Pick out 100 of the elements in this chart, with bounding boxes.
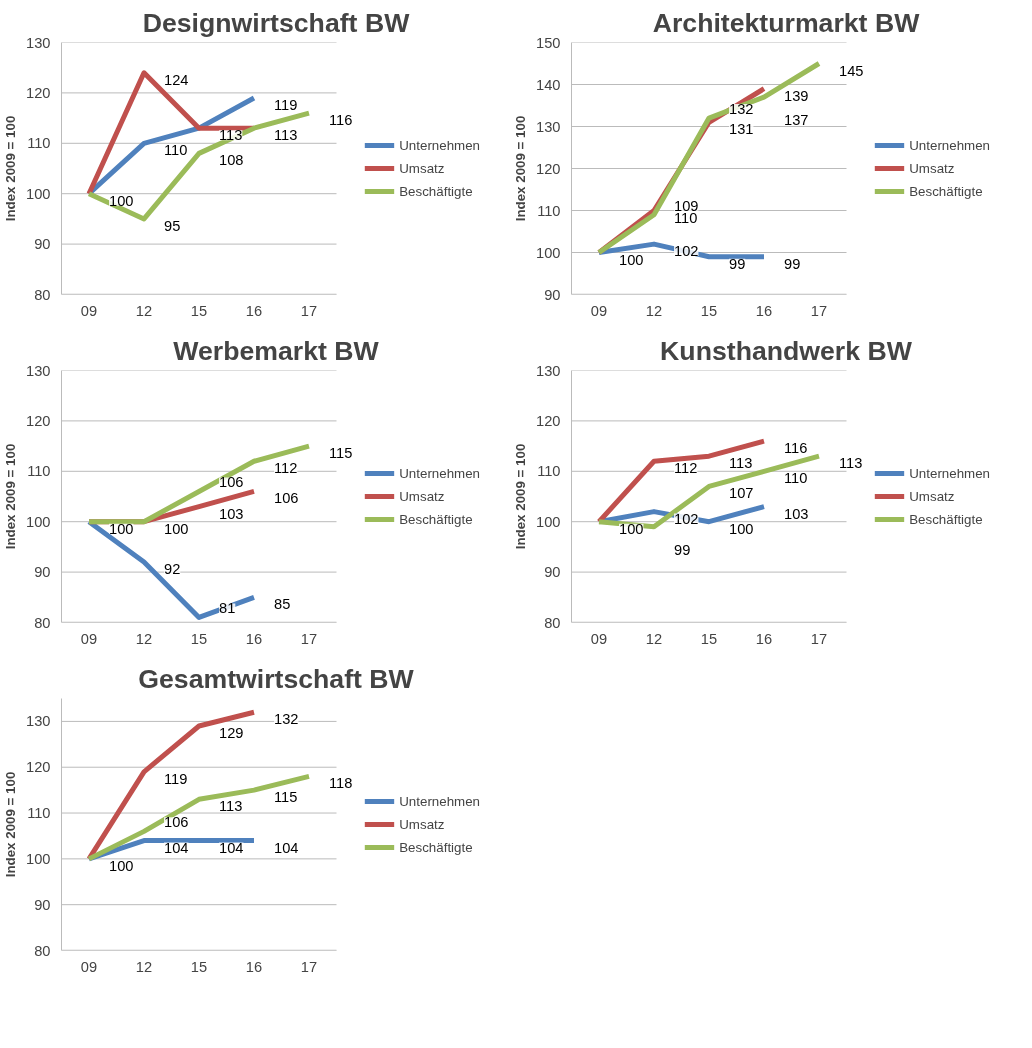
- chart-title: Architekturmarkt BW: [652, 7, 921, 38]
- data-label: 132: [274, 711, 299, 728]
- x-tick-label: 09: [80, 630, 98, 647]
- legend-label: Umsatz: [399, 160, 445, 176]
- data-label: 116: [329, 112, 353, 129]
- legend-label: Umsatz: [909, 488, 955, 504]
- data-label: 132: [729, 101, 754, 118]
- y-axis-title: Index 2009 = 100: [3, 115, 19, 222]
- data-label: 110: [784, 470, 808, 487]
- data-label: 137: [784, 112, 809, 129]
- legend-label: Unternehmen: [399, 465, 480, 481]
- y-tick-label: 90: [544, 564, 561, 581]
- data-label: 129: [219, 724, 244, 741]
- data-label: 118: [329, 775, 353, 792]
- legend-label: Beschäftigte: [399, 511, 473, 527]
- x-tick-label: 09: [590, 302, 608, 319]
- y-tick-label: 90: [34, 236, 51, 253]
- x-tick-label: 15: [190, 958, 208, 975]
- data-label: 106: [274, 490, 299, 507]
- legend-label: Unternehmen: [909, 137, 990, 153]
- data-label: 100: [109, 192, 134, 209]
- y-tick-label: 150: [536, 34, 561, 51]
- x-tick-label: 12: [135, 958, 153, 975]
- y-axis-title: Index 2009 = 100: [513, 115, 529, 222]
- legend-label: Umsatz: [399, 816, 445, 832]
- data-label: 107: [729, 485, 754, 502]
- y-tick-label: 110: [27, 463, 51, 480]
- data-label: 131: [729, 121, 754, 138]
- data-label: 81: [219, 600, 236, 617]
- y-tick-label: 100: [536, 244, 561, 261]
- y-axis-title: Index 2009 = 100: [3, 771, 19, 878]
- y-tick-label: 120: [536, 412, 561, 429]
- data-label: 109: [674, 197, 699, 214]
- data-label: 112: [274, 460, 298, 477]
- data-label: 100: [109, 520, 134, 537]
- x-tick-label: 12: [135, 302, 153, 319]
- data-label: 104: [164, 839, 189, 856]
- data-label: 100: [619, 251, 644, 268]
- chart-title: Designwirtschaft BW: [142, 7, 411, 38]
- y-tick-label: 90: [544, 286, 561, 303]
- x-tick-label: 16: [245, 958, 263, 975]
- x-tick-label: 12: [645, 302, 663, 319]
- x-tick-label: 16: [755, 630, 773, 647]
- data-label: 112: [674, 460, 698, 477]
- data-label: 113: [729, 455, 753, 472]
- legend-label: Beschäftigte: [399, 183, 473, 199]
- data-label: 104: [219, 839, 244, 856]
- y-tick-label: 100: [26, 850, 51, 867]
- x-tick-label: 17: [300, 302, 318, 319]
- legend-label: Beschäftigte: [909, 511, 983, 527]
- chart-title: Kunsthandwerk BW: [660, 335, 913, 366]
- data-label: 99: [729, 255, 746, 272]
- x-tick-label: 16: [245, 302, 263, 319]
- data-label: 106: [219, 474, 244, 491]
- data-label: 100: [109, 857, 134, 874]
- y-axis-title: Index 2009 = 100: [3, 443, 19, 550]
- data-label: 85: [274, 596, 291, 613]
- y-tick-label: 110: [537, 463, 561, 480]
- legend-label: Umsatz: [909, 160, 955, 176]
- y-tick-label: 100: [536, 513, 561, 530]
- x-tick-label: 09: [80, 302, 98, 319]
- data-label: 92: [164, 561, 181, 578]
- data-label: 103: [219, 505, 244, 522]
- x-tick-label: 16: [245, 630, 263, 647]
- x-tick-label: 17: [300, 958, 318, 975]
- legend-label: Unternehmen: [399, 793, 480, 809]
- data-label: 119: [164, 770, 188, 787]
- data-label: 110: [164, 142, 188, 159]
- x-tick-label: 12: [645, 630, 663, 647]
- y-tick-label: 80: [34, 286, 51, 303]
- y-tick-label: 140: [536, 76, 561, 93]
- data-label: 104: [274, 839, 299, 856]
- data-label: 100: [164, 520, 189, 537]
- x-tick-label: 12: [135, 630, 153, 647]
- y-tick-label: 100: [26, 185, 51, 202]
- legend-label: Beschäftigte: [399, 839, 473, 855]
- legend-label: Umsatz: [399, 488, 445, 504]
- y-tick-label: 130: [26, 362, 51, 379]
- x-tick-label: 17: [300, 630, 318, 647]
- data-label: 119: [274, 96, 298, 113]
- y-tick-label: 90: [34, 564, 51, 581]
- y-tick-label: 110: [537, 202, 561, 219]
- data-label: 99: [784, 255, 801, 272]
- y-tick-label: 130: [536, 118, 561, 135]
- x-tick-label: 15: [190, 630, 208, 647]
- y-tick-label: 100: [26, 513, 51, 530]
- y-tick-label: 110: [27, 135, 51, 152]
- y-tick-label: 120: [536, 160, 561, 177]
- x-tick-label: 09: [590, 630, 608, 647]
- data-label: 102: [674, 243, 699, 260]
- y-tick-label: 130: [26, 34, 51, 51]
- y-tick-label: 120: [26, 412, 51, 429]
- y-tick-label: 130: [536, 362, 561, 379]
- x-tick-label: 16: [755, 302, 773, 319]
- data-label: 116: [784, 440, 808, 457]
- data-label: 115: [329, 445, 353, 462]
- y-tick-label: 120: [26, 759, 51, 776]
- data-label: 115: [274, 789, 298, 806]
- y-tick-label: 110: [27, 805, 51, 822]
- data-label: 124: [164, 71, 189, 88]
